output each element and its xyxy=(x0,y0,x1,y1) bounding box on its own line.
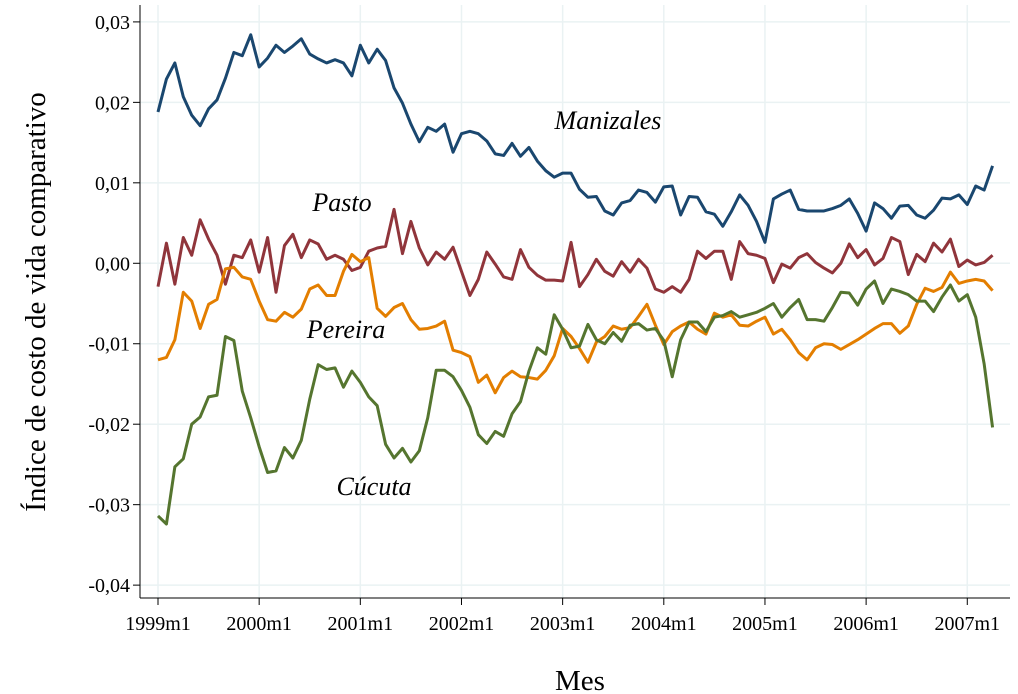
y-tick-label: -0,04 xyxy=(88,575,130,597)
series-line xyxy=(156,207,994,297)
y-tick-label: -0,02 xyxy=(88,414,130,436)
x-tick-label: 2007m1 xyxy=(934,613,1000,635)
x-tick-label: 2006m1 xyxy=(833,613,899,635)
x-tick-label: 2000m1 xyxy=(226,613,292,635)
x-tick-label: 2003m1 xyxy=(530,613,596,635)
x-tick-label: 2005m1 xyxy=(732,613,798,635)
y-tick-label: 0,03 xyxy=(95,12,130,34)
x-tick-label: 2001m1 xyxy=(328,613,394,635)
x-tick-label: 2002m1 xyxy=(429,613,495,635)
series-line xyxy=(156,279,995,526)
series-label: Pasto xyxy=(311,188,371,217)
x-axis-title: Mes xyxy=(555,665,605,694)
series-label: Cúcuta xyxy=(336,472,411,501)
y-tick-label: 0,00 xyxy=(95,253,130,275)
y-tick-label: 0,01 xyxy=(95,173,130,195)
y-tick-label: 0,02 xyxy=(95,92,130,114)
y-tick-label: -0,03 xyxy=(88,495,130,517)
x-tick-label: 2004m1 xyxy=(631,613,697,635)
y-axis-title: Índice de costo de vida comparativo xyxy=(19,92,52,512)
series-label: Manizales xyxy=(554,106,662,135)
series-line xyxy=(157,252,994,395)
x-tick-label: 1999m1 xyxy=(125,613,191,635)
y-tick-label: -0,01 xyxy=(88,334,130,356)
series-line xyxy=(156,33,994,244)
series-label: Pereira xyxy=(306,315,385,344)
